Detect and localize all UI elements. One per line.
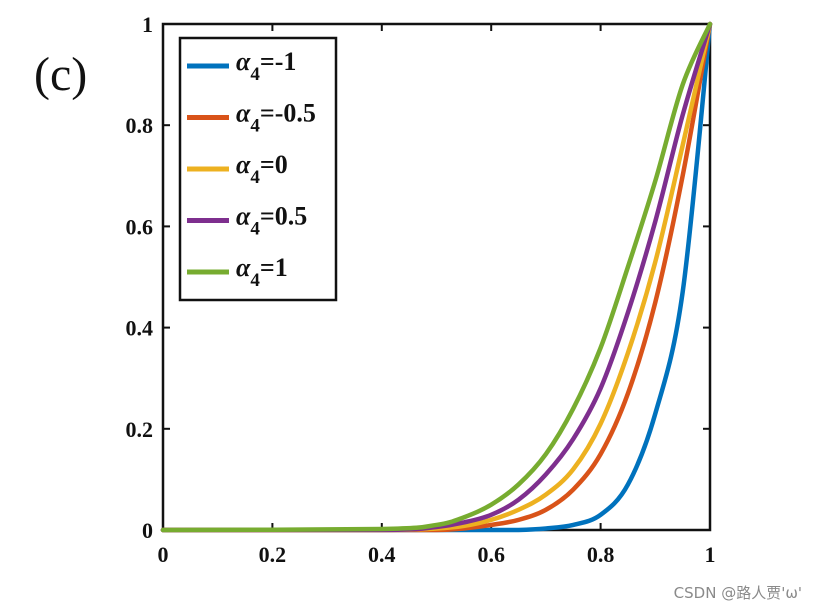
x-tick-label: 0.4 xyxy=(368,542,396,567)
y-tick-label: 0.4 xyxy=(126,316,154,341)
y-tick-label: 0.2 xyxy=(126,417,154,442)
y-axis: 0 0.2 0.4 0.6 0.8 1 xyxy=(126,12,710,543)
x-tick-label: 0.2 xyxy=(259,542,287,567)
legend: α4=-1 α4=-0.5 α4=0 α4=0.5 α4=1 xyxy=(178,36,338,302)
legend-label-1: α4=-0.5 xyxy=(236,99,316,137)
legend-label-2: α4=0 xyxy=(236,150,288,188)
x-tick-label: 0.8 xyxy=(587,542,615,567)
x-tick-label: 0.6 xyxy=(477,542,505,567)
legend-label-4: α4=1 xyxy=(236,253,288,291)
y-tick-label: 0.6 xyxy=(126,214,154,239)
legend-label-0: α4=-1 xyxy=(236,47,296,85)
legend-label-3: α4=0.5 xyxy=(236,202,307,240)
series-line-4 xyxy=(160,21,713,533)
y-tick-label: 0 xyxy=(142,518,153,543)
x-tick-label: 0 xyxy=(158,542,169,567)
series-lines xyxy=(160,21,713,533)
y-tick-label: 0.8 xyxy=(126,113,154,138)
watermark: CSDN @路人贾'ω' xyxy=(674,584,802,602)
x-tick-label: 1 xyxy=(705,542,716,567)
y-tick-label: 1 xyxy=(142,12,153,37)
panel-label: (c) xyxy=(34,48,87,101)
